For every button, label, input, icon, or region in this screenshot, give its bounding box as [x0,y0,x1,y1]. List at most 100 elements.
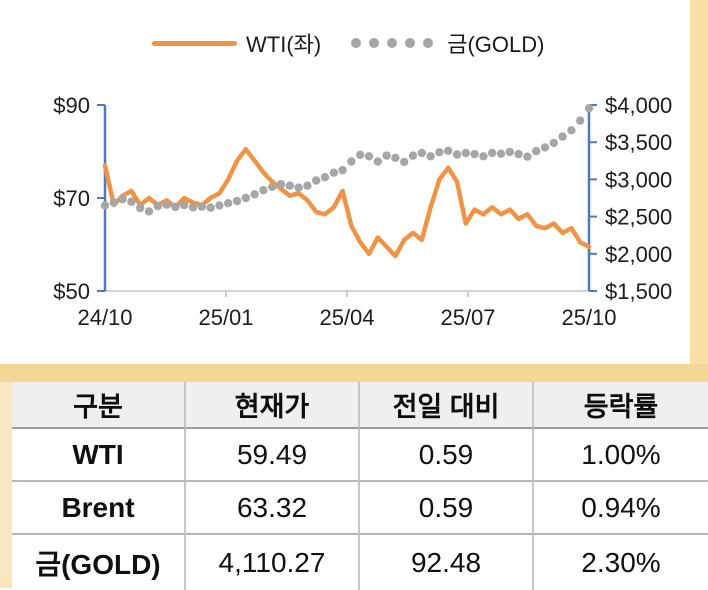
table-cell: 63.32 [186,482,360,535]
gold-point [470,149,479,159]
table-cell: 1.00% [534,429,708,482]
table-cell: 92.48 [360,535,534,590]
gold-point [171,202,180,212]
x-axis-label: 25/10 [561,305,616,330]
gold-point [347,157,356,166]
gold-point [259,186,268,195]
gold-point [303,181,312,190]
wti-line [102,146,592,259]
gold-point [180,200,189,210]
right-border-stripe [690,0,708,364]
gold-point [479,152,488,161]
gold-point [400,157,409,167]
gold-point [461,148,470,158]
gold-point [417,148,426,158]
gold-legend-label: 금(GOLD) [447,32,545,57]
price-chart: $90 $70 $50 $4,000 $3,500 $3,000 $2,500 $2,000 $… [53,93,672,330]
gold-point [549,138,558,148]
table-header-cell: 등락률 [534,382,708,429]
price-table: 구분 현재가 전일 대비 등락률 WTI 59.49 0.59 1.00% Brent 63.3… [12,382,708,590]
gold-point [523,152,532,161]
legend-dot [405,38,416,48]
table-cell: 4,110.27 [186,535,360,590]
gold-point [452,150,462,159]
y-axis-right-label: $2,500 [605,205,672,230]
gold-point [496,149,506,158]
table-row-label: WTI [12,429,186,482]
gold-point [391,153,400,162]
gold-point [426,152,435,161]
gold-point [329,168,338,177]
gold-point [373,157,382,166]
gold-point [532,146,541,156]
table-cell: 0.59 [360,429,534,482]
table-header-cell: 구분 [12,382,186,429]
gold-point [514,149,523,159]
table-row-label: Brent [12,482,186,535]
table-row: WTI 59.49 0.59 1.00% [12,429,708,482]
gold-point [567,126,576,135]
gold-legend-dots [351,38,434,48]
gold-point [356,150,365,159]
table-cell: 59.49 [186,429,360,482]
y-axis-right-label: $4,000 [605,93,672,118]
table-row-label: 금(GOLD) [12,535,186,590]
gold-point [584,104,594,113]
wti-legend-line [152,40,237,46]
left-border-stripe [0,382,12,588]
wti-legend-label: WTI(좌) [246,32,322,57]
gold-point [408,151,418,160]
gold-point [109,198,119,207]
table-body: WTI 59.49 0.59 1.00% Brent 63.32 0.59 0.94% 금(GO… [12,429,708,590]
y-axis-right-label: $3,000 [605,167,672,192]
gold-point [558,132,567,141]
legend-dot [423,38,434,48]
table-row: Brent 63.32 0.59 0.94% [12,482,708,535]
gold-point [540,143,550,152]
gold-point [118,194,127,204]
gold-point [435,148,444,157]
gold-point [127,197,136,206]
gold-point [382,151,391,160]
gold-point [505,147,514,157]
gold-point [312,176,321,185]
gold-point [100,201,110,210]
x-axis-label: 24/10 [77,305,132,330]
y-axis-left-label: $70 [53,186,90,211]
y-axis-right-label: $2,000 [605,242,672,267]
gold-point [188,203,198,212]
y-axis-right-label: $1,500 [605,279,672,304]
gold-point [488,148,497,158]
x-axis-label: 25/01 [198,305,253,330]
legend-dot [351,38,362,48]
chart-legend: WTI(좌) 금(GOLD) [152,31,544,57]
legend-dot [369,38,380,48]
gold-point [241,193,250,203]
gold-point [320,173,330,182]
gold-point [294,183,303,192]
y-axis-left-label: $50 [53,279,90,304]
gold-point [232,196,242,206]
table-header-cell: 현재가 [186,382,360,429]
table-header-cell: 전일 대비 [360,382,534,429]
table-cell: 2.30% [534,535,708,590]
gold-point [276,180,286,189]
gold-point [197,202,206,211]
chart-section: $90 $70 $50 $4,000 $3,500 $3,000 $2,500 $2,000 $… [53,0,708,364]
gold-point [576,116,585,125]
x-axis-label: 25/04 [319,305,374,330]
gold-point [250,190,259,199]
table-top-band [0,364,708,382]
gold-point [206,203,215,212]
gold-point [338,165,347,175]
gold-point [144,207,154,216]
table-cell: 0.59 [360,482,534,535]
table-header-row: 구분 현재가 전일 대비 등락률 [12,382,708,429]
gold-point [268,182,277,191]
y-axis-right-label: $3,500 [605,130,672,155]
gold-point [215,201,224,210]
x-axis-label: 25/07 [440,305,495,330]
gold-point [162,200,171,209]
gold-point [364,152,374,161]
gold-point [444,146,453,155]
